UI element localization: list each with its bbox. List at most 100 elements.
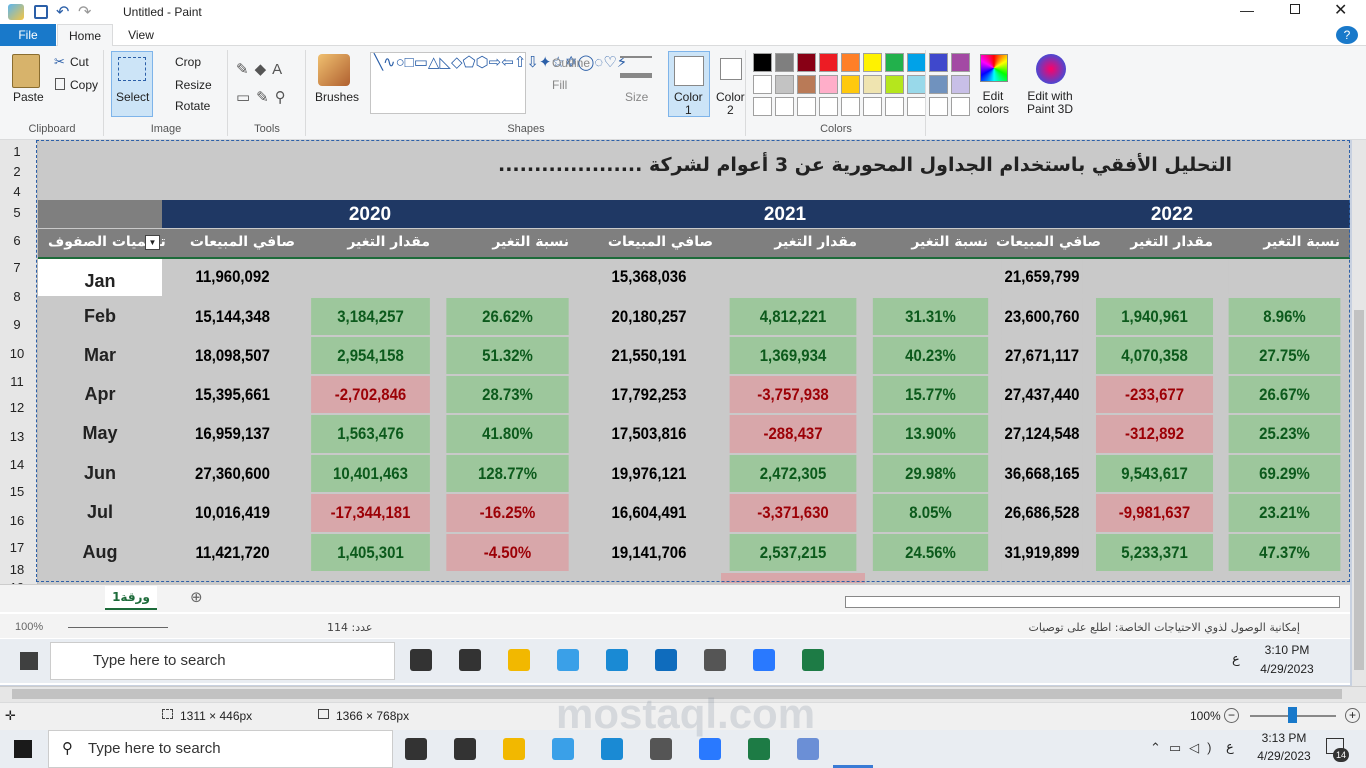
palette-color[interactable] xyxy=(797,97,816,116)
sheet-tab[interactable]: ورقة1 xyxy=(105,586,157,610)
palette-color[interactable] xyxy=(841,53,860,72)
inner-taskbar-app[interactable] xyxy=(655,649,677,671)
palette-color[interactable] xyxy=(863,53,882,72)
edit-3d-button[interactable]: Edit with Paint 3D xyxy=(1026,89,1074,116)
inner-taskbar-app[interactable] xyxy=(802,649,824,671)
table-cell: 19,976,121 xyxy=(585,455,713,492)
taskbar-app[interactable] xyxy=(552,738,574,760)
palette-color[interactable] xyxy=(907,75,926,94)
inner-taskbar-app[interactable] xyxy=(753,649,775,671)
palette-color[interactable] xyxy=(951,53,970,72)
palette-color[interactable] xyxy=(753,97,772,116)
zoom-thumb[interactable] xyxy=(1288,707,1297,723)
brushes-button[interactable]: Brushes xyxy=(315,90,360,104)
scroll-thumb[interactable] xyxy=(12,689,1342,699)
palette-color[interactable] xyxy=(819,53,838,72)
row-label-cell xyxy=(38,415,162,455)
table-cell: -16.25% xyxy=(446,494,569,532)
palette-color[interactable] xyxy=(753,75,772,94)
zoom-in[interactable]: + xyxy=(1345,708,1360,723)
edit-colors-button[interactable]: Edit colors xyxy=(976,89,1009,116)
row-label: Apr xyxy=(84,384,116,404)
select-button[interactable]: Select xyxy=(116,90,150,104)
inner-taskbar-app[interactable] xyxy=(508,649,530,671)
file-tab[interactable]: File xyxy=(0,24,56,46)
palette-color[interactable] xyxy=(819,75,838,94)
palette-color[interactable] xyxy=(863,75,882,94)
palette-color[interactable] xyxy=(797,53,816,72)
palette-color[interactable] xyxy=(863,97,882,116)
taskbar-app[interactable] xyxy=(454,738,476,760)
palette-color[interactable] xyxy=(797,75,816,94)
palette-color[interactable] xyxy=(951,75,970,94)
palette-color[interactable] xyxy=(819,97,838,116)
taskbar-app[interactable] xyxy=(601,738,623,760)
palette-color[interactable] xyxy=(775,75,794,94)
inner-search-box[interactable] xyxy=(50,642,395,680)
inner-taskbar-app[interactable] xyxy=(459,649,481,671)
palette-color[interactable] xyxy=(841,97,860,116)
taskbar-app[interactable] xyxy=(650,738,672,760)
palette-color[interactable] xyxy=(753,53,772,72)
table-cell: 20,180,257 xyxy=(585,298,713,335)
palette-color[interactable] xyxy=(929,97,948,116)
copy-button[interactable]: Copy xyxy=(70,78,99,92)
app-icon xyxy=(8,4,24,20)
palette-color[interactable] xyxy=(951,97,970,116)
inner-taskbar-app[interactable] xyxy=(557,649,579,671)
size-button[interactable]: Size xyxy=(625,90,649,104)
search-box[interactable] xyxy=(48,730,393,768)
maximize-button[interactable] xyxy=(1290,4,1300,14)
resize-button[interactable]: Resize xyxy=(175,78,212,92)
inner-taskbar-app[interactable] xyxy=(704,649,726,671)
fill-button[interactable]: Fill xyxy=(552,78,568,92)
taskbar-app[interactable] xyxy=(699,738,721,760)
inner-taskbar-app[interactable] xyxy=(410,649,432,671)
minimize-button[interactable]: — xyxy=(1240,2,1254,18)
palette-color[interactable] xyxy=(907,97,926,116)
palette-color[interactable] xyxy=(841,75,860,94)
group-label: Colors xyxy=(820,123,852,135)
taskbar-app[interactable] xyxy=(503,738,525,760)
rotate-button[interactable]: Rotate xyxy=(175,99,211,113)
taskbar-app[interactable] xyxy=(405,738,427,760)
column-header-bar xyxy=(38,229,1350,257)
redo-button[interactable]: ↷ xyxy=(78,4,92,21)
filter-button[interactable]: ▼ xyxy=(145,235,160,250)
palette-color[interactable] xyxy=(929,53,948,72)
palette-color[interactable] xyxy=(775,97,794,116)
cut-icon: ✂ xyxy=(54,54,65,69)
zoom-out[interactable]: − xyxy=(1224,708,1239,723)
taskbar-app[interactable] xyxy=(748,738,770,760)
view-tab[interactable]: View xyxy=(128,28,154,42)
home-tab[interactable]: Home xyxy=(57,24,113,47)
inner-search: Type here to search xyxy=(93,652,226,669)
palette-color[interactable] xyxy=(929,75,948,94)
palette-color[interactable] xyxy=(775,53,794,72)
table-cell xyxy=(446,259,569,294)
table-cell xyxy=(1095,259,1214,294)
cut-button[interactable]: Cut xyxy=(70,55,89,69)
paste-button[interactable]: Paste xyxy=(13,90,44,104)
undo-button[interactable]: ↶ xyxy=(56,4,70,21)
crop-button[interactable]: Crop xyxy=(175,55,202,69)
palette-color[interactable] xyxy=(907,53,926,72)
taskbar-app[interactable] xyxy=(797,738,819,760)
inner-start[interactable] xyxy=(20,652,38,670)
row-label-cell xyxy=(38,455,162,494)
sheet-hscroll[interactable] xyxy=(845,596,1340,608)
save-button[interactable] xyxy=(34,5,48,19)
help-button[interactable]: ? xyxy=(1336,26,1358,44)
palette-color[interactable] xyxy=(885,53,904,72)
sheet-title: التحليل الأفقي باستخدام الجداول المحورية… xyxy=(498,154,1232,176)
palette-color[interactable] xyxy=(885,97,904,116)
palette-color[interactable] xyxy=(885,75,904,94)
add-sheet[interactable]: ⊕ xyxy=(190,589,203,606)
inner-taskbar-app[interactable] xyxy=(606,649,628,671)
start-button[interactable] xyxy=(14,740,32,758)
vscroll-thumb[interactable] xyxy=(1354,310,1364,670)
close-button[interactable]: ✕ xyxy=(1334,2,1348,19)
color2-number: 2 xyxy=(727,103,734,117)
tools-icons-2: ▭✎⚲ xyxy=(236,89,292,106)
outline-button[interactable]: Outline xyxy=(552,56,591,70)
